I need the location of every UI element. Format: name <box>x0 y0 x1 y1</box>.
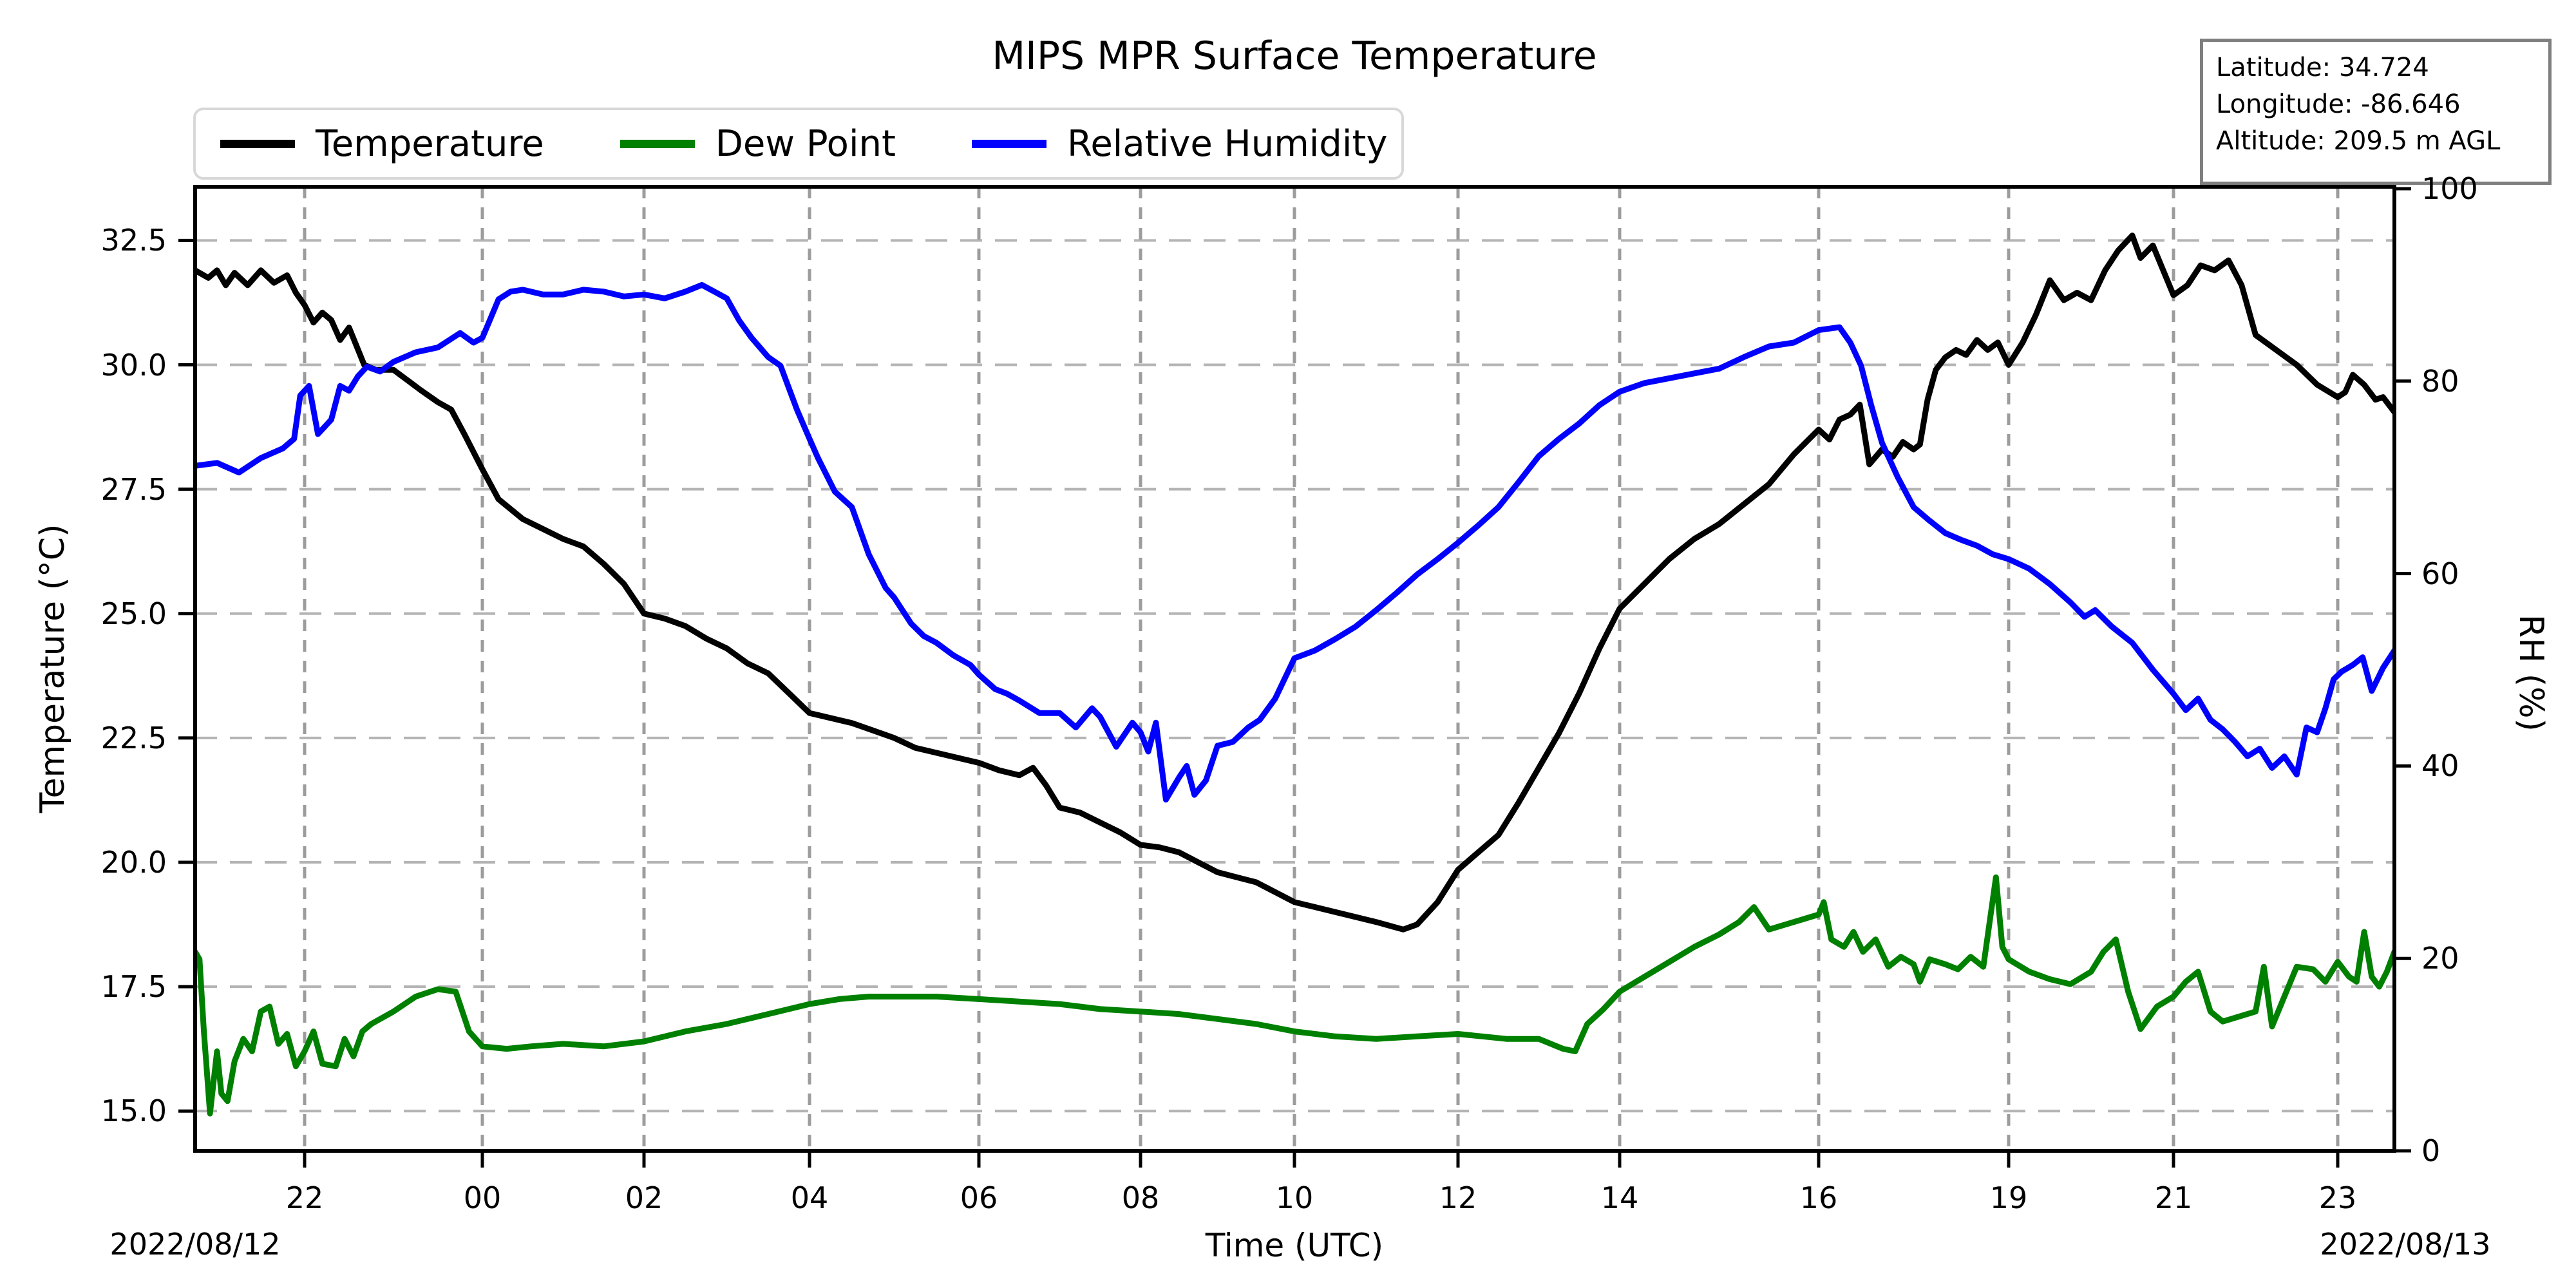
y-tick-right-40: 40 <box>2421 748 2459 784</box>
tick-marks <box>178 187 2411 1168</box>
legend-item-relative-humidity: Relative Humidity <box>971 122 1388 165</box>
info-latitude: Latitude: 34.724 <box>2216 53 2429 82</box>
x-tick-16: 16 <box>1799 1180 1838 1215</box>
y-tick-left-22.5: 22.5 <box>100 720 167 755</box>
x-tick-19: 19 <box>1989 1180 2028 1215</box>
legend: Temperature Dew Point Relative Humidity <box>193 108 1404 180</box>
y-tick-right-100: 100 <box>2421 171 2478 206</box>
series-relative-humidity <box>195 281 2394 803</box>
y-tick-right-20: 20 <box>2421 941 2459 976</box>
y-tick-left-20.0: 20.0 <box>100 844 167 880</box>
x-tick-14: 14 <box>1600 1180 1639 1215</box>
legend-item-temperature: Temperature <box>220 123 544 165</box>
x-tick-06: 06 <box>960 1180 998 1215</box>
x-tick-22: 22 <box>285 1180 324 1215</box>
info-longitude: Longitude: -86.646 <box>2216 90 2461 119</box>
y-tick-right-0: 0 <box>2421 1133 2441 1168</box>
y-axis-label-right: RH (%) <box>2512 614 2550 732</box>
y-tick-left-17.5: 17.5 <box>100 969 167 1005</box>
x-tick-21: 21 <box>2154 1180 2193 1215</box>
legend-item-dew-point: Dew Point <box>620 123 896 165</box>
y-axis-label-left: Temperature (°C) <box>33 524 72 813</box>
y-tick-left-15.0: 15.0 <box>100 1094 167 1129</box>
x-tick-12: 12 <box>1439 1180 1477 1215</box>
chart-title: MIPS MPR Surface Temperature <box>992 33 1597 79</box>
location-info-box: Latitude: 34.724 Longitude: -86.646 Alti… <box>2200 39 2552 185</box>
x-tick-08: 08 <box>1121 1180 1160 1215</box>
y-tick-left-32.5: 32.5 <box>100 223 167 258</box>
y-tick-right-80: 80 <box>2421 363 2459 399</box>
y-tick-left-30.0: 30.0 <box>100 347 167 383</box>
x-tick-02: 02 <box>625 1180 663 1215</box>
info-altitude: Altitude: 209.5 m AGL <box>2216 126 2501 156</box>
legend-line-relative-humidity <box>971 139 1046 148</box>
legend-line-dew-point <box>620 139 695 148</box>
gridlines-horizontal <box>195 239 2394 1113</box>
date-label-start: 2022/08/12 <box>109 1227 281 1262</box>
legend-label-relative-humidity: Relative Humidity <box>1066 122 1388 165</box>
x-axis-label: Time (UTC) <box>1205 1227 1384 1264</box>
gridlines-vertical <box>303 187 2340 1151</box>
x-tick-04: 04 <box>790 1180 829 1215</box>
series-temperature <box>195 232 2394 933</box>
y-tick-left-27.5: 27.5 <box>100 471 167 507</box>
legend-line-temperature <box>220 139 295 148</box>
x-tick-10: 10 <box>1275 1180 1314 1215</box>
y-tick-left-25.0: 25.0 <box>100 596 167 631</box>
x-tick-23: 23 <box>2318 1180 2357 1215</box>
series-layer <box>195 232 2394 1117</box>
x-tick-00: 00 <box>463 1180 502 1215</box>
y-tick-right-60: 60 <box>2421 556 2459 591</box>
legend-label-temperature: Temperature <box>316 122 544 165</box>
series-dew-point <box>195 874 2394 1117</box>
date-label-end: 2022/08/13 <box>2320 1227 2491 1262</box>
legend-label-dew-point: Dew Point <box>715 122 896 165</box>
